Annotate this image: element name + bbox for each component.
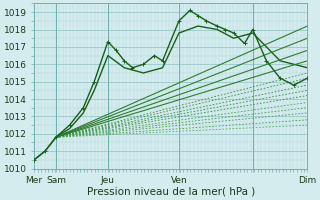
X-axis label: Pression niveau de la mer( hPa ): Pression niveau de la mer( hPa )	[87, 187, 255, 197]
